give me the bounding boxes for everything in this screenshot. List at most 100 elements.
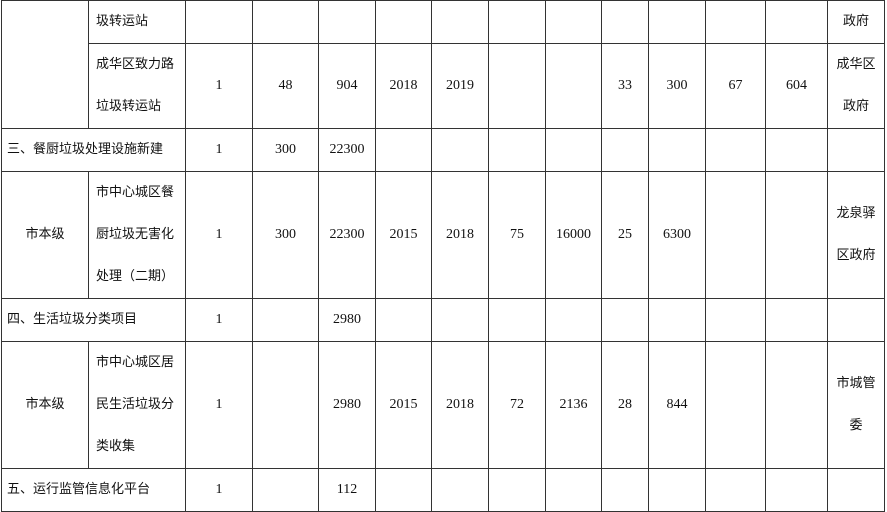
table-cell: 2018 [431, 171, 489, 299]
table-cell [545, 128, 602, 172]
cell-text-line: 市本级 [25, 397, 65, 412]
table-cell: 22300 [318, 171, 376, 299]
section-heading-cell: 五、运行监管信息化平台 [1, 468, 186, 512]
cell-text-line: 市中心城区居 [96, 355, 175, 370]
table-cell: 2018 [431, 341, 489, 469]
table-cell [601, 298, 649, 342]
table-cell [252, 0, 319, 44]
table-cell: 844 [648, 341, 706, 469]
table-cell [431, 0, 489, 44]
table-cell [601, 468, 649, 512]
cell-text-line: 圾转运站 [96, 14, 149, 29]
table-cell [765, 171, 828, 299]
table-cell [375, 0, 432, 44]
table-cell [375, 298, 432, 342]
table-cell [431, 298, 489, 342]
table-cell [488, 0, 546, 44]
table-cell [648, 298, 706, 342]
cell-text-line: 五、运行监管信息化平台 [7, 482, 151, 497]
table-cell [648, 128, 706, 172]
table-cell [827, 298, 885, 342]
cell-text-line: 三、餐厨垃圾处理设施新建 [7, 142, 164, 157]
table-cell [545, 468, 602, 512]
table-row: 市本级 市中心城区餐 厨垃圾无害化 处理（二期） 1 300 22300 2015 2018 75… [1, 171, 885, 299]
table-cell: 6300 [648, 171, 706, 299]
cell-text-line: 政府 [842, 14, 869, 29]
table-cell [185, 0, 253, 44]
table-cell: 300 [252, 128, 319, 172]
table-row: 五、运行监管信息化平台 1 112 [1, 468, 885, 512]
table-cell: 112 [318, 468, 376, 512]
table-cell [375, 468, 432, 512]
table-cell [705, 128, 766, 172]
table-cell [705, 171, 766, 299]
table-cell: 2980 [318, 341, 376, 469]
table-cell [318, 0, 376, 44]
table-cell: 67 [705, 43, 766, 129]
table-cell: 2015 [375, 341, 432, 469]
project-name-cell: 市中心城区餐 厨垃圾无害化 处理（二期） [88, 171, 186, 299]
table-cell [488, 468, 546, 512]
table-cell [648, 0, 706, 44]
table-cell: 604 [765, 43, 828, 129]
cell-text-line: 厨垃圾无害化 [96, 227, 175, 242]
table-cell [545, 43, 602, 129]
table-cell: 28 [601, 341, 649, 469]
table-cell [431, 468, 489, 512]
table-cell [765, 468, 828, 512]
responsible-unit-cell: 市城管委 [827, 341, 885, 469]
table-cell [705, 298, 766, 342]
table-cell [827, 128, 885, 172]
cell-text-line: 市中心城区餐 [96, 185, 175, 200]
responsible-unit-cell: 政府 [827, 0, 885, 44]
level-cell [1, 0, 89, 129]
section-heading-cell: 三、餐厨垃圾处理设施新建 [1, 128, 186, 172]
table-cell [545, 0, 602, 44]
cell-text-line: 垃圾转运站 [96, 99, 162, 114]
table-cell [705, 468, 766, 512]
cell-text-line: 类收集 [96, 439, 136, 454]
table-cell: 1 [185, 298, 253, 342]
table-cell [488, 128, 546, 172]
table-cell: 904 [318, 43, 376, 129]
cell-text-line: 四、生活垃圾分类项目 [7, 312, 138, 327]
table-cell: 300 [252, 171, 319, 299]
table-row: 市本级 市中心城区居 民生活垃圾分 类收集 1 2980 2015 2018 72 2136 28 8… [1, 341, 885, 469]
table-cell [705, 341, 766, 469]
table-cell: 72 [488, 341, 546, 469]
cell-text-line: 成华区致力路 [96, 57, 175, 72]
table-cell [488, 43, 546, 129]
level-cell: 市本级 [1, 171, 89, 299]
table-cell [601, 128, 649, 172]
table-row: 四、生活垃圾分类项目 1 2980 [1, 298, 885, 342]
cell-text-line: 委 [849, 418, 863, 433]
table-cell [705, 0, 766, 44]
table-cell: 75 [488, 171, 546, 299]
table-cell: 48 [252, 43, 319, 129]
project-name-cell: 市中心城区居 民生活垃圾分 类收集 [88, 341, 186, 469]
table-cell [648, 468, 706, 512]
table-cell: 2015 [375, 171, 432, 299]
responsible-unit-cell: 成华区 政府 [827, 43, 885, 129]
level-cell: 市本级 [1, 341, 89, 469]
table-cell [827, 468, 885, 512]
project-name-cell: 圾转运站 [88, 0, 186, 44]
table-cell [375, 128, 432, 172]
table-cell: 1 [185, 171, 253, 299]
table-cell [252, 298, 319, 342]
cell-text-line: 民生活垃圾分 [96, 397, 175, 412]
table-row: 三、餐厨垃圾处理设施新建 1 300 22300 [1, 128, 885, 172]
table-cell: 2136 [545, 341, 602, 469]
section-heading-cell: 四、生活垃圾分类项目 [1, 298, 186, 342]
table-cell: 22300 [318, 128, 376, 172]
table-row: 圾转运站 政府 [1, 0, 885, 129]
table-cell: 16000 [545, 171, 602, 299]
table-cell: 1 [185, 468, 253, 512]
table-cell: 2018 [375, 43, 432, 129]
table-cell [765, 128, 828, 172]
table-cell [765, 0, 828, 44]
table-row: 成华区致力路 垃圾转运站 1 48 904 2018 2019 33 300 67 604 成华区 政府 [2, 43, 885, 129]
cell-text-line: 处理（二期） [96, 269, 175, 284]
